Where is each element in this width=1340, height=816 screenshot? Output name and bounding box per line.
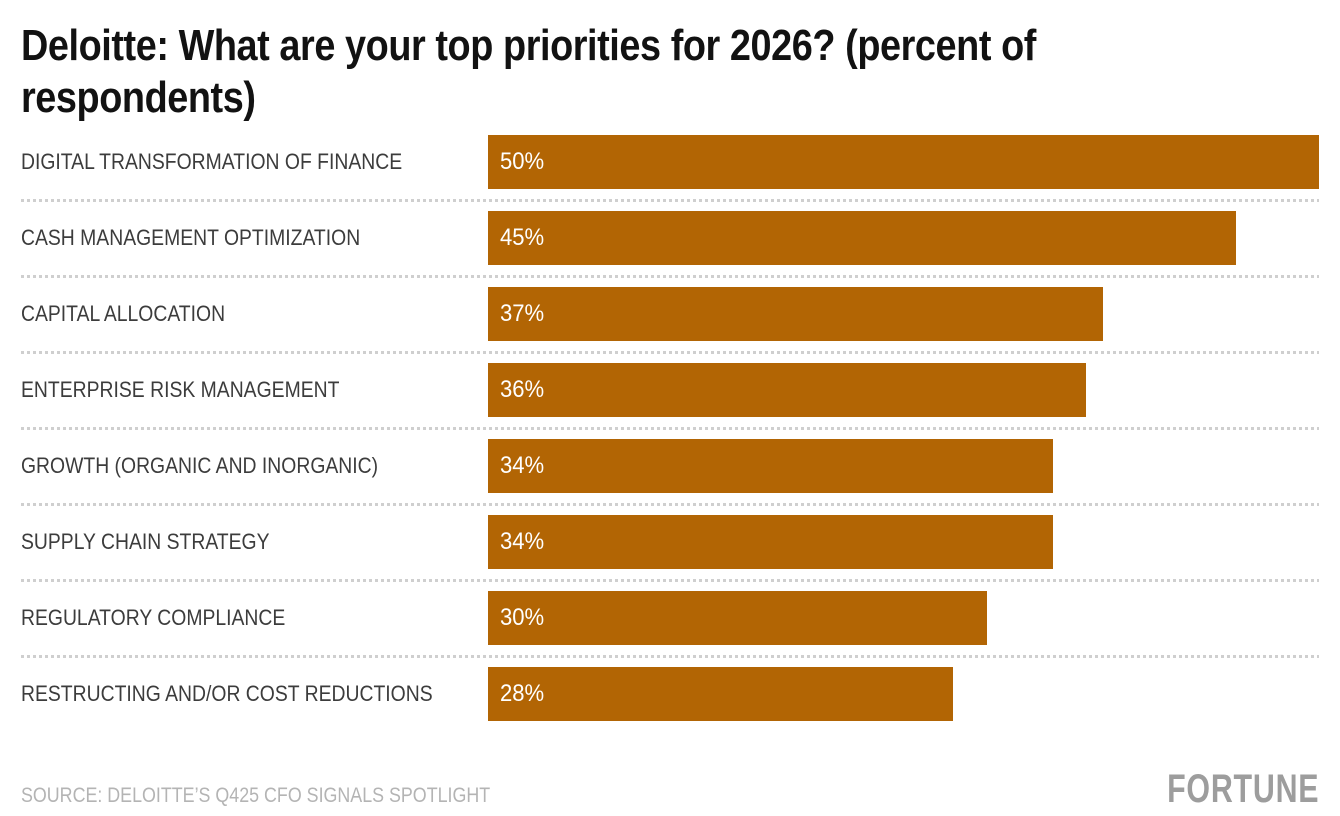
chart-row: CASH MANAGEMENT OPTIMIZATION 45% <box>21 211 1319 287</box>
bar-area: 50% <box>488 135 1319 189</box>
value-label: 30% <box>499 604 545 631</box>
category-label-cell: GROWTH (ORGANIC AND INORGANIC) <box>21 439 488 493</box>
value-label: 36% <box>499 376 545 403</box>
chart-footer: SOURCE: DELOITTE’S Q425 CFO SIGNALS SPOT… <box>21 767 1319 812</box>
value-label: 45% <box>499 224 545 251</box>
category-label: RESTRUCTING AND/OR COST REDUCTIONS <box>21 681 433 706</box>
bar: 45% <box>488 211 1236 265</box>
category-label: ENTERPRISE RISK MANAGEMENT <box>21 377 340 402</box>
bar-area: 34% <box>488 439 1319 493</box>
category-label: SUPPLY CHAIN STRATEGY <box>21 529 270 554</box>
chart-row: GROWTH (ORGANIC AND INORGANIC) 34% <box>21 439 1319 515</box>
bar-area: 37% <box>488 287 1319 341</box>
category-label-cell: CAPITAL ALLOCATION <box>21 287 488 341</box>
chart-title-line-1: Deloitte: What are your top priorities f… <box>21 21 1036 70</box>
source-text: SOURCE: DELOITTE’S Q425 CFO SIGNALS SPOT… <box>21 784 491 807</box>
chart-row: REGULATORY COMPLIANCE 30% <box>21 591 1319 667</box>
chart-row: RESTRUCTING AND/OR COST REDUCTIONS 28% <box>21 667 1319 743</box>
category-label: REGULATORY COMPLIANCE <box>21 605 286 630</box>
category-label-cell: DIGITAL TRANSFORMATION OF FINANCE <box>21 135 488 189</box>
value-label: 34% <box>499 452 545 479</box>
bar: 34% <box>488 515 1054 569</box>
category-label-cell: SUPPLY CHAIN STRATEGY <box>21 515 488 569</box>
category-label-cell: REGULATORY COMPLIANCE <box>21 591 488 645</box>
bar-area: 34% <box>488 515 1319 569</box>
bar-area: 36% <box>488 363 1319 417</box>
category-label-cell: RESTRUCTING AND/OR COST REDUCTIONS <box>21 667 488 721</box>
chart-title-line-2: respondents) <box>21 73 256 122</box>
bar: 37% <box>488 287 1103 341</box>
bar: 30% <box>488 591 987 645</box>
bar-chart: DIGITAL TRANSFORMATION OF FINANCE 50% CA… <box>21 135 1319 743</box>
fortune-logo: FORTUNE <box>1166 767 1319 811</box>
category-label: CAPITAL ALLOCATION <box>21 301 226 326</box>
chart-row: DIGITAL TRANSFORMATION OF FINANCE 50% <box>21 135 1319 211</box>
chart-title: Deloitte: What are your top priorities f… <box>21 20 1319 124</box>
bar: 36% <box>488 363 1087 417</box>
category-label: CASH MANAGEMENT OPTIMIZATION <box>21 225 361 250</box>
category-label-cell: ENTERPRISE RISK MANAGEMENT <box>21 363 488 417</box>
chart-row: CAPITAL ALLOCATION 37% <box>21 287 1319 363</box>
category-label-cell: CASH MANAGEMENT OPTIMIZATION <box>21 211 488 265</box>
chart-row: ENTERPRISE RISK MANAGEMENT 36% <box>21 363 1319 439</box>
value-label: 50% <box>499 148 545 175</box>
value-label: 34% <box>499 528 545 555</box>
chart-row: SUPPLY CHAIN STRATEGY 34% <box>21 515 1319 591</box>
bar: 28% <box>488 667 954 721</box>
category-label: DIGITAL TRANSFORMATION OF FINANCE <box>21 149 403 174</box>
bar-area: 45% <box>488 211 1319 265</box>
category-label: GROWTH (ORGANIC AND INORGANIC) <box>21 453 379 478</box>
bar-area: 30% <box>488 591 1319 645</box>
value-label: 28% <box>499 680 545 707</box>
bar: 50% <box>488 135 1319 189</box>
bar-area: 28% <box>488 667 1319 721</box>
value-label: 37% <box>499 300 545 327</box>
bar: 34% <box>488 439 1054 493</box>
